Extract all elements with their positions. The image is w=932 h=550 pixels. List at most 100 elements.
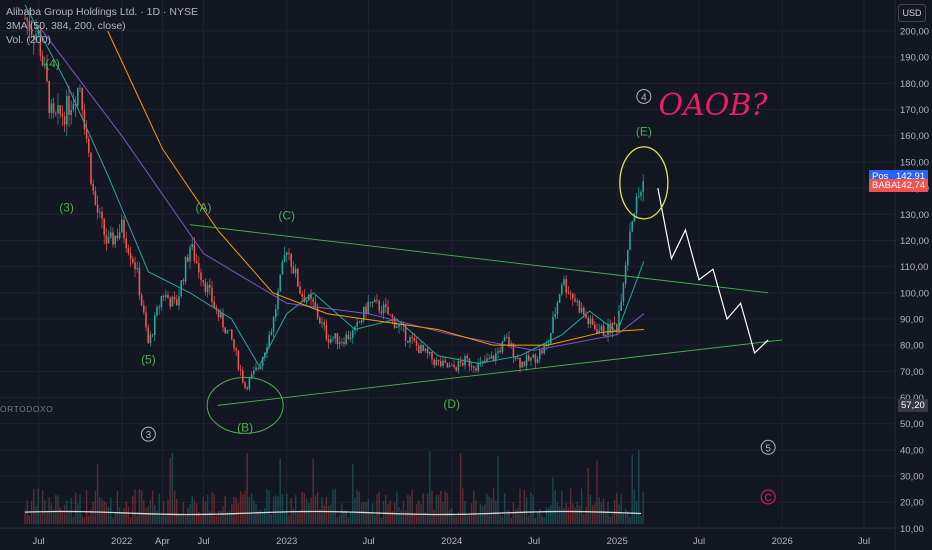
volume-bar [543, 517, 545, 524]
candle-body [88, 138, 90, 153]
volume-indicator-label[interactable]: Vol. (200) [6, 34, 51, 46]
candle-body [602, 326, 605, 336]
candle-body [492, 355, 495, 361]
candle-body [301, 293, 303, 297]
candle-body [312, 298, 314, 303]
volume-bar [539, 508, 541, 524]
circled-label-text: 4 [641, 92, 647, 103]
volume-bar [268, 490, 270, 524]
volume-bar [433, 510, 435, 524]
candle-body [70, 110, 72, 116]
currency-button[interactable]: USD [898, 4, 926, 22]
volume-bar [635, 500, 638, 524]
volume-bar [138, 489, 141, 524]
candle-body [396, 326, 398, 328]
circled-label-text: 3 [146, 430, 152, 441]
y-tick-label: 130,00 [900, 210, 929, 221]
y-tick-label: 40,00 [900, 445, 924, 456]
symbol-title[interactable]: Alibaba Group Holdings Ltd. · 1D · NYSE [6, 6, 199, 18]
y-tick-label: 200,00 [900, 27, 929, 38]
candle-body [433, 359, 435, 365]
circled-label-ring [140, 426, 156, 442]
y-tick-label: 10,00 [900, 524, 924, 535]
candle-body [334, 333, 336, 339]
candle-body [488, 358, 490, 360]
volume-bar [389, 500, 391, 524]
volume-bar [310, 497, 312, 524]
volume-bar [321, 497, 323, 524]
volume-bar [464, 501, 466, 524]
volume-bar [598, 497, 600, 524]
volume-bar [173, 490, 176, 524]
candle-body [110, 232, 112, 238]
volume-bar [52, 510, 55, 524]
candle-body [341, 342, 343, 343]
volume-bar [66, 500, 68, 524]
candle-body [68, 96, 70, 116]
volume-bar [222, 506, 224, 524]
candle-body [534, 354, 537, 363]
candle-body [365, 306, 367, 314]
candle-body [598, 330, 600, 334]
ma-indicator-label[interactable]: 3MA (50, 384, 200, close) [6, 20, 126, 32]
candle-body [30, 30, 33, 36]
candle-body [72, 103, 75, 111]
candle-body [222, 313, 224, 328]
volume-bar [640, 515, 642, 524]
volume-bar [638, 449, 640, 524]
volume-bar [554, 489, 556, 524]
candle-body [103, 218, 105, 236]
candle-body [499, 350, 501, 353]
candle-body [565, 279, 567, 293]
candle-body [156, 307, 158, 316]
candle-body [426, 348, 429, 354]
candle-body [178, 296, 180, 306]
candle-body [376, 299, 378, 301]
candle-body [620, 301, 622, 311]
candle-body [429, 351, 431, 354]
volume-bar [440, 490, 442, 524]
volume-bar [59, 507, 61, 524]
candle-body [415, 340, 418, 346]
candle-body [59, 105, 61, 115]
volume-bar [270, 514, 273, 524]
volume-bar [525, 497, 528, 524]
volume-bar [396, 491, 398, 524]
volume-bar [158, 493, 160, 524]
watermark-text: ORTODOXO [0, 404, 54, 414]
candle-body [380, 311, 383, 314]
price-tag-value: 142,91 [896, 171, 926, 183]
volume-bar [341, 503, 343, 524]
candle-body [66, 96, 68, 125]
ma-line-ma200 [107, 30, 644, 346]
volume-bar [622, 513, 625, 524]
candle-body [272, 317, 275, 332]
candle-body [114, 235, 116, 245]
volume-bar [39, 513, 42, 524]
candle-body [200, 272, 202, 280]
volume-bar [442, 501, 444, 524]
candle-body [39, 30, 42, 56]
candle-body [147, 327, 149, 344]
volume-bar [501, 516, 504, 524]
candle-body [290, 253, 292, 267]
volume-bar [576, 501, 578, 524]
volume-bar [132, 496, 134, 524]
candle-body [543, 346, 545, 354]
candle-body [52, 103, 55, 113]
volume-bar [521, 511, 523, 524]
candle-body [283, 254, 286, 262]
volume-bar [358, 491, 361, 524]
candle-body [561, 284, 563, 295]
candle-body [55, 112, 57, 114]
circled-label-ring [636, 88, 652, 104]
candle-body [90, 152, 92, 185]
volume-bar [550, 505, 552, 524]
volume-bar [371, 503, 374, 524]
volume-bar [567, 507, 570, 524]
candle-body [547, 344, 550, 345]
candle-body [431, 351, 433, 360]
volume-bar [147, 506, 149, 524]
volume-bar [187, 508, 189, 524]
